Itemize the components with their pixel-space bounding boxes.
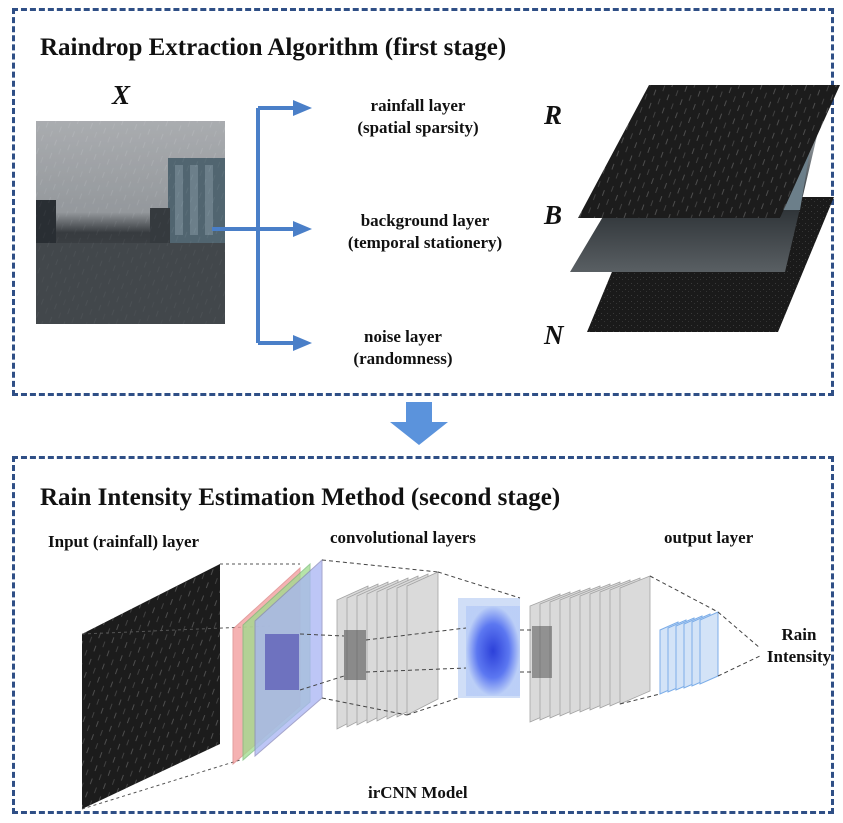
conv-stack-2	[529, 575, 651, 723]
rain-intensity-label: Rain Intensity	[766, 625, 832, 666]
feature-block-blue	[458, 598, 520, 698]
output-layer-label: output layer	[664, 528, 754, 547]
rainfall-layer-sheet	[578, 85, 840, 218]
input-symbol-x: X	[112, 80, 131, 110]
noise-layer-label: noise layer (randomness)	[353, 327, 453, 368]
stage1-panel	[12, 8, 834, 396]
symbol-r: R	[544, 100, 563, 130]
split-arrows	[212, 106, 295, 345]
down-arrow	[390, 402, 448, 445]
stage1-title: Raindrop Extraction Algorithm (first sta…	[40, 34, 507, 61]
conv-kernel-2	[532, 626, 552, 678]
symbol-n: N	[544, 320, 564, 350]
input-photo	[36, 121, 225, 324]
symbol-b: B	[544, 200, 563, 230]
conv-kernel-1	[344, 630, 366, 680]
input-layer-label: Input (rainfall) layer	[48, 532, 200, 551]
rgb-kernel	[265, 634, 299, 690]
output-block	[659, 611, 719, 695]
stage2-title: Rain Intensity Estimation Method (second…	[40, 484, 561, 511]
conv-layers-label: convolutional layers	[330, 528, 476, 547]
cnn-connectors	[299, 559, 761, 716]
background-layer-label: background layer (temporal stationery)	[347, 211, 503, 252]
cnn-input-layer	[82, 564, 220, 809]
arrow-head-noise	[293, 335, 312, 351]
rainfall-layer-label: rainfall layer (spatial sparsity)	[357, 96, 479, 137]
stage2-panel	[12, 456, 834, 814]
arrow-head-rainfall	[293, 100, 312, 116]
model-label: irCNN Model	[368, 783, 468, 802]
conv-stack-1	[336, 571, 439, 730]
arrow-head-background	[293, 221, 312, 237]
